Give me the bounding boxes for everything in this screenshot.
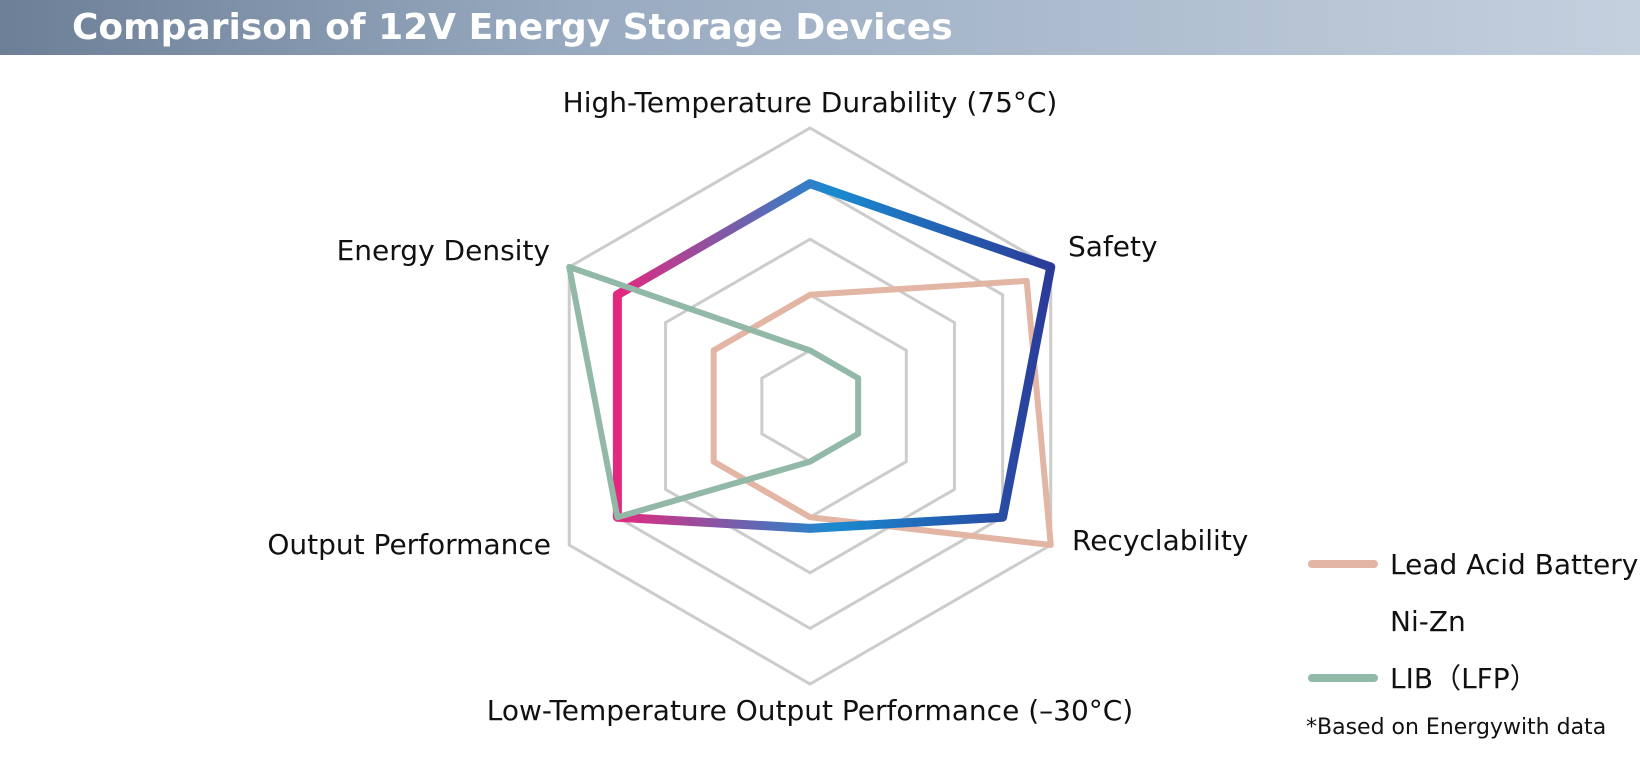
axis-label: Energy Density <box>337 234 550 267</box>
footnote: *Based on Energywith data <box>1306 715 1606 740</box>
legend-label: Ni-Zn <box>1390 605 1466 638</box>
grid-ring <box>664 237 956 575</box>
title-banner <box>0 0 1640 55</box>
axis-label: High-Temperature Durability (75°C) <box>563 86 1058 119</box>
grid-ring <box>615 181 1005 631</box>
legend-label: LIB（LFP） <box>1390 662 1538 695</box>
axis-label: Low-Temperature Output Performance (–30°… <box>487 694 1133 727</box>
axis-label: Output Performance <box>267 528 551 561</box>
chart-title: Comparison of 12V Energy Storage Devices <box>72 7 953 48</box>
grid-ring <box>567 126 1053 686</box>
legend-label: Lead Acid Battery <box>1390 548 1638 581</box>
axis-label: Safety <box>1068 230 1158 263</box>
series-line <box>612 179 1056 533</box>
series-line <box>710 277 1054 548</box>
series-line <box>566 264 862 521</box>
axis-label: Recyclability <box>1072 524 1248 557</box>
